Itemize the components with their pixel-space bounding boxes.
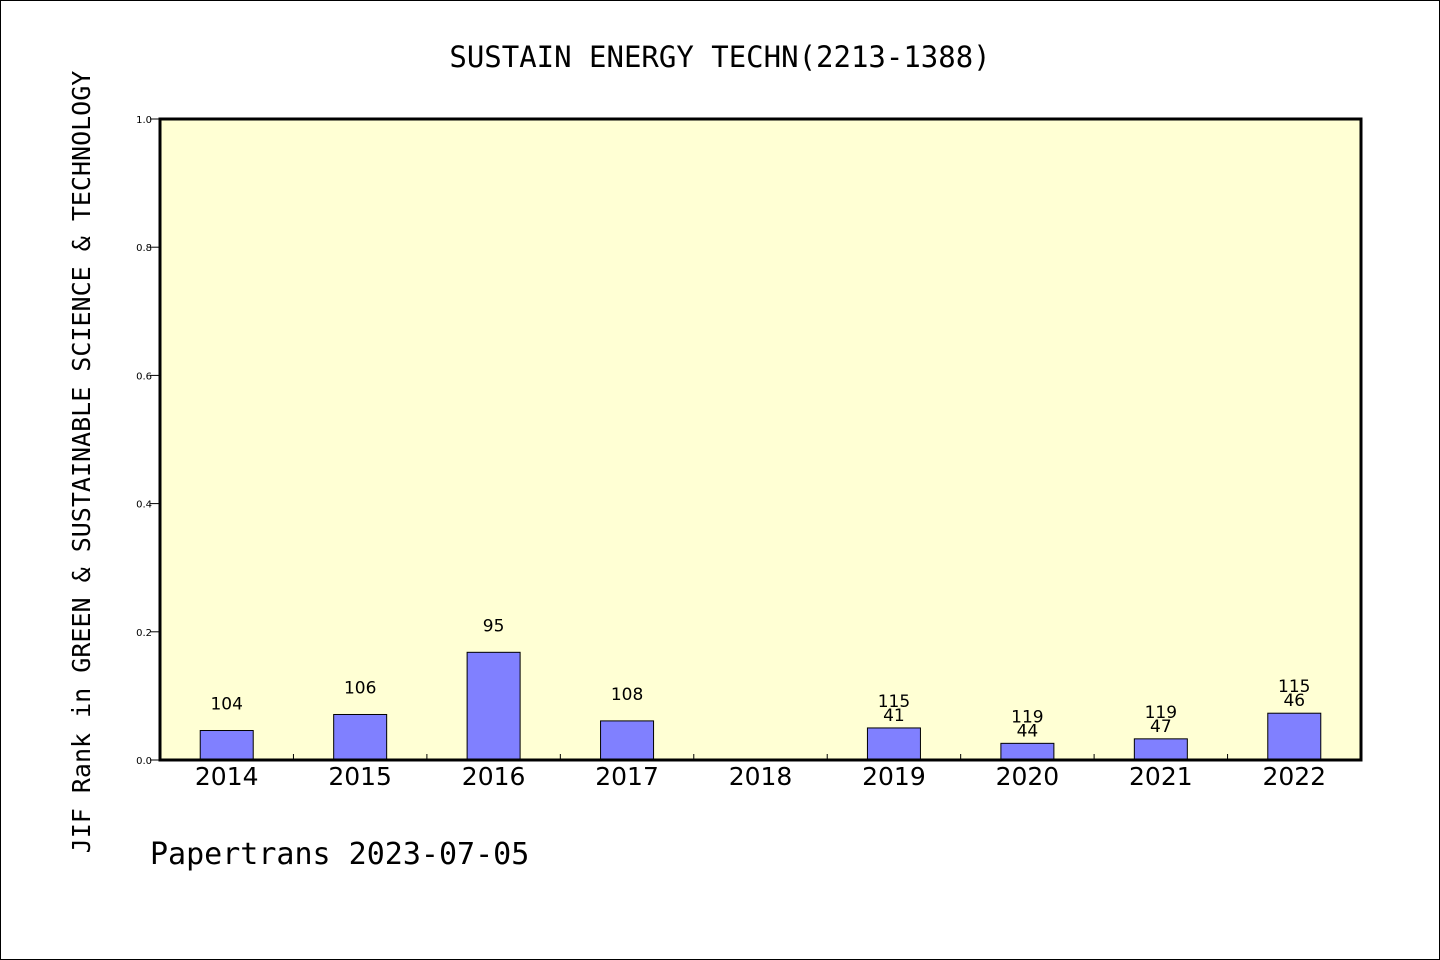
y-axis-label: JIF Rank in GREEN & SUSTAINABLE SCIENCE … [67, 71, 96, 854]
x-axis: 2014 2015 2016 2017 2018 2019 2020 2021 2022 [195, 754, 1326, 791]
bar-2020 [1000, 742, 1055, 761]
footer-credit: Papertrans 2023-07-05 [150, 837, 529, 872]
x-tick-label-2021: 2021 [1129, 762, 1193, 791]
bar-label-bottom-2014: 104 [210, 695, 242, 715]
bar-2019 [866, 727, 921, 761]
x-tick-label-2020: 2020 [996, 762, 1060, 791]
x-tick-label-2016: 2016 [462, 762, 526, 791]
bar-label-bottom-2020: 44 [1017, 721, 1039, 741]
plot-border [158, 117, 1363, 762]
bar-label-bottom-2017: 108 [611, 685, 643, 705]
y-tick-label: 0.6 [136, 371, 152, 382]
y-tick-label: 0.8 [136, 243, 152, 254]
x-tick-label-2018: 2018 [729, 762, 793, 791]
bar-label-bottom-2015: 106 [344, 678, 376, 698]
bar-label-bottom-2022: 46 [1283, 691, 1305, 711]
bar-label-top-2022: 115 [1278, 677, 1310, 697]
x-tick-label-2019: 2019 [862, 762, 926, 791]
bar-label-bottom-2019: 41 [883, 706, 905, 726]
bar-label-bottom-2016: 95 [483, 616, 505, 636]
x-tick-label-2015: 2015 [328, 762, 392, 791]
bar-2017 [600, 720, 655, 761]
y-tick-label: 1.0 [136, 115, 152, 126]
plot-area [160, 119, 1361, 760]
y-tick-label: 0.2 [136, 628, 152, 639]
bar-2022 [1267, 712, 1322, 761]
x-tick-label-2017: 2017 [595, 762, 659, 791]
bar-label-top-2020: 119 [1011, 707, 1043, 727]
y-axis: 0.0 0.2 0.4 0.6 0.8 1.0 [136, 115, 160, 767]
x-tick-label-2014: 2014 [195, 762, 259, 791]
bar-2016 [466, 651, 521, 761]
x-tick-label-2022: 2022 [1262, 762, 1326, 791]
bars-group [199, 651, 1322, 761]
y-tick-label: 0.4 [136, 500, 152, 511]
bar-label-bottom-2021: 47 [1150, 717, 1172, 737]
bar-label-top-2019: 115 [878, 692, 910, 712]
bar-2021 [1133, 738, 1188, 761]
bar-2014 [199, 730, 254, 761]
chart-title: SUSTAIN ENERGY TECHN(2213-1388) [449, 40, 990, 74]
bar-2015 [333, 713, 388, 761]
bar-label-top-2021: 119 [1145, 703, 1177, 723]
y-tick-label: 0.0 [136, 756, 152, 767]
